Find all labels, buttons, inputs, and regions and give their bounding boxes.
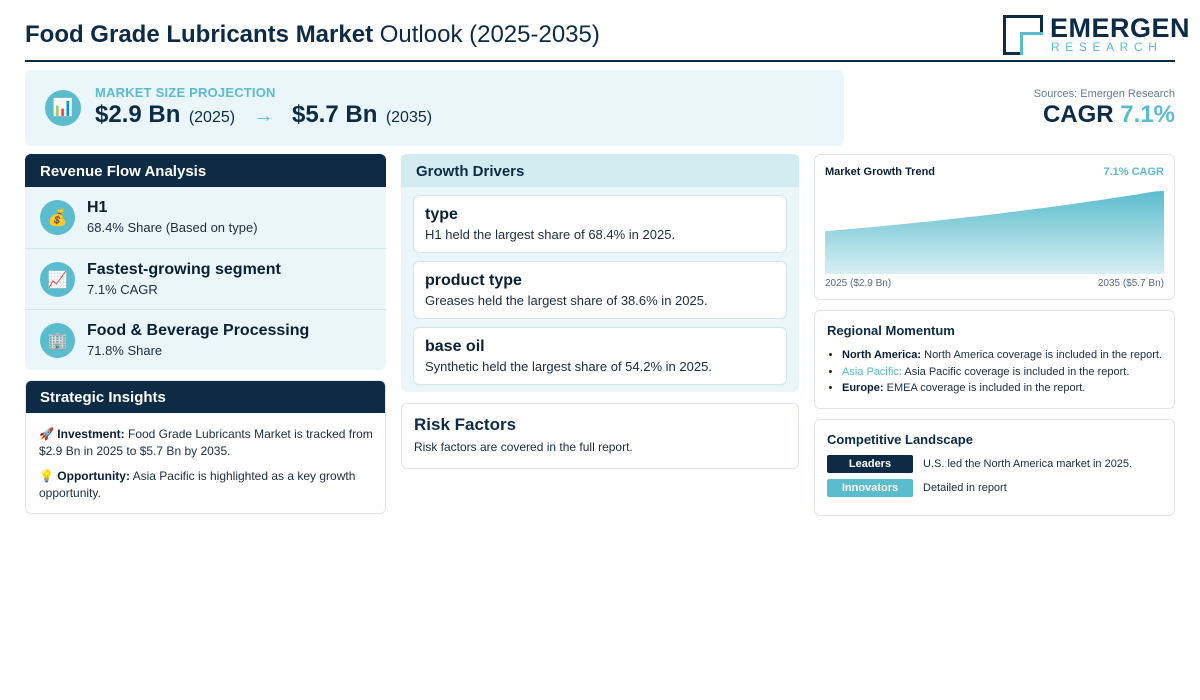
revenue-item-subtitle: 68.4% Share (Based on type) — [87, 220, 258, 235]
cagr-label: CAGR — [1042, 101, 1114, 128]
revenue-flow-panel: Revenue Flow Analysis 💰 H1 68.4% Share (… — [25, 154, 386, 370]
driver-card: product type Greases held the largest sh… — [413, 261, 787, 319]
innovators-text: Detailed in report — [923, 482, 1007, 494]
cagr-summary: CAGR 7.1% — [1043, 101, 1175, 129]
trend-chart — [825, 191, 1164, 274]
start-value: $2.9 Bn — [95, 101, 181, 128]
revenue-item: 🏢 Food & Beverage Processing 71.8% Share — [25, 309, 386, 370]
trend-area — [825, 191, 1164, 274]
region-text: Asia Pacific coverage is included in the… — [904, 365, 1130, 378]
rocket-icon: 🚀 — [39, 427, 54, 441]
list-item: Asia Pacific: Asia Pacific coverage is i… — [842, 364, 1172, 381]
lightbulb-icon: 💡 — [39, 469, 54, 483]
trend-cagr: 7.1% CAGR — [1103, 166, 1164, 178]
regional-momentum-panel: Regional Momentum North America: North A… — [814, 310, 1175, 409]
money-bag-icon: 💰 — [40, 200, 75, 235]
market-size-projection: 📊 MARKET SIZE PROJECTION $2.9 Bn (2025) … — [25, 70, 844, 146]
driver-text: H1 held the largest share of 68.4% in 20… — [425, 227, 676, 242]
start-year: (2025) — [188, 109, 236, 126]
insight-opportunity: 💡 Opportunity: Asia Pacific is highlight… — [39, 468, 379, 502]
cagr-value: 7.1% — [1120, 101, 1175, 128]
page-title-bold: Food Grade Lubricants Market — [25, 21, 374, 48]
driver-card: base oil Synthetic held the largest shar… — [413, 327, 787, 385]
growth-drivers-panel: Growth Drivers type H1 held the largest … — [401, 154, 799, 392]
trend-start-label: 2025 ($2.9 Bn) — [825, 278, 892, 289]
end-year: (2035) — [385, 109, 433, 126]
revenue-item: 📈 Fastest-growing segment 7.1% CAGR — [25, 248, 386, 309]
revenue-item-title: Fastest-growing segment — [87, 261, 281, 278]
revenue-item: 💰 H1 68.4% Share (Based on type) — [25, 187, 386, 248]
sources-text: Sources: Emergen Research — [1033, 88, 1175, 100]
driver-card: type H1 held the largest share of 68.4% … — [413, 195, 787, 253]
logo-sub-text: RESEARCH — [1051, 40, 1163, 54]
revenue-item-subtitle: 71.8% Share — [87, 343, 163, 358]
end-value: $5.7 Bn — [291, 101, 378, 128]
innovators-badge: Innovators — [827, 479, 913, 497]
regional-momentum-title: Regional Momentum — [827, 323, 955, 338]
list-item: Europe: EMEA coverage is included in the… — [842, 380, 1172, 397]
region-name: North America: — [842, 349, 922, 361]
trend-end-label: 2035 ($5.7 Bn) — [1097, 278, 1164, 289]
leaders-text: U.S. led the North America market in 202… — [923, 458, 1133, 470]
logo-main-text: EMERGEN — [1050, 13, 1191, 43]
insight-label: Investment: — [57, 427, 125, 441]
driver-title: type — [425, 206, 458, 223]
arrow-right-icon: → — [253, 105, 274, 127]
revenue-item-subtitle: 7.1% CAGR — [87, 282, 158, 297]
revenue-item-title: Food & Beverage Processing — [87, 322, 310, 339]
driver-text: Greases held the largest share of 38.6% … — [425, 293, 708, 308]
revenue-flow-title: Revenue Flow Analysis — [25, 154, 386, 187]
region-name: Asia Pacific: — [842, 365, 902, 378]
revenue-item-title: H1 — [87, 199, 108, 216]
risk-factors-title: Risk Factors — [414, 415, 517, 434]
region-list: North America: North America coverage is… — [842, 347, 1172, 397]
strategic-insights-panel: Strategic Insights 🚀 Investment: Food Gr… — [25, 380, 386, 514]
region-text: EMEA coverage is included in the report. — [886, 382, 1086, 394]
projection-values: $2.9 Bn (2025) → $5.7 Bn (2035) — [95, 101, 432, 129]
insight-investment: 🚀 Investment: Food Grade Lubricants Mark… — [39, 426, 379, 460]
building-icon: 🏢 — [40, 323, 75, 358]
competitive-landscape-title: Competitive Landscape — [827, 432, 973, 447]
risk-factors-text: Risk factors are covered in the full rep… — [414, 440, 633, 454]
page-title-light: Outlook (2025-2035) — [379, 21, 600, 48]
emergen-logo[interactable]: EMERGEN RESEARCH — [1003, 14, 1190, 56]
strategic-insights-title: Strategic Insights — [26, 381, 385, 413]
driver-text: Synthetic held the largest share of 54.2… — [425, 359, 712, 374]
page-header: Food Grade Lubricants Market Outlook (20… — [25, 10, 1190, 62]
growth-drivers-title: Growth Drivers — [401, 154, 799, 187]
driver-title: base oil — [425, 338, 485, 355]
insight-label: Opportunity: — [57, 469, 130, 483]
projection-label: MARKET SIZE PROJECTION — [95, 85, 276, 100]
risk-factors-panel: Risk Factors Risk factors are covered in… — [401, 403, 799, 469]
list-item: North America: North America coverage is… — [842, 347, 1172, 364]
trending-up-icon: 📈 — [40, 262, 75, 297]
logo-mark-icon — [1003, 15, 1043, 55]
region-text: North America coverage is included in th… — [924, 349, 1162, 361]
trend-title: Market Growth Trend — [825, 166, 936, 178]
competitive-landscape-panel: Competitive Landscape Leaders U.S. led t… — [814, 419, 1175, 516]
bar-chart-icon: 📊 — [45, 90, 81, 126]
insight-text: Asia Pacific is highlighted as a key gro… — [39, 469, 356, 500]
page-title: Food Grade Lubricants Market Outlook (20… — [25, 21, 600, 49]
market-growth-trend-panel: Market Growth Trend 7.1% CAGR 2025 ($2.9… — [814, 154, 1175, 300]
insight-text: Food Grade Lubricants Market is tracked … — [39, 427, 373, 458]
leaders-badge: Leaders — [827, 455, 913, 473]
driver-title: product type — [425, 272, 522, 289]
region-name: Europe: — [842, 382, 884, 394]
